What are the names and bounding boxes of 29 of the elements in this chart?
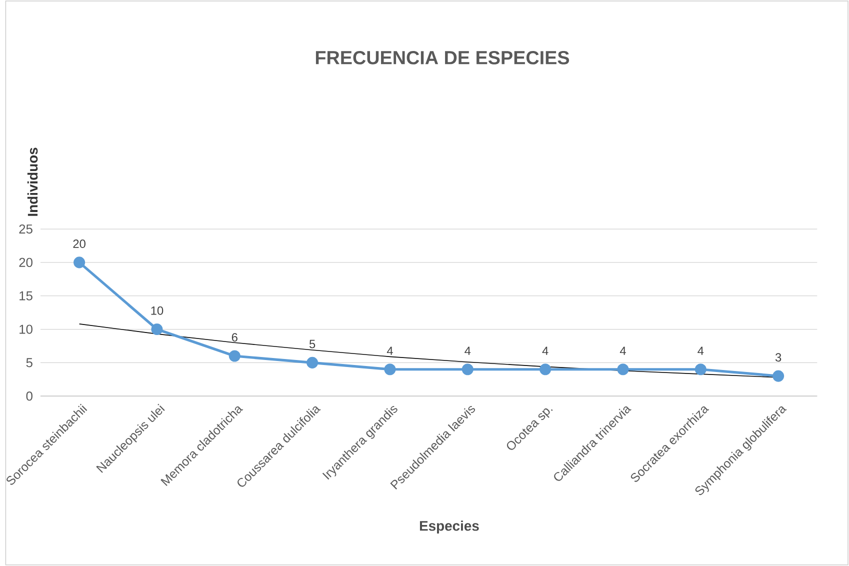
data-label: 5 (309, 340, 316, 348)
point (617, 364, 629, 376)
data-label: 4 (542, 346, 548, 355)
y-tick-label: 10 (20, 324, 32, 334)
data-label: 4 (386, 346, 393, 355)
y-axis-title: Individuos (27, 148, 38, 216)
y-tick-label: 15 (20, 291, 32, 300)
point (772, 370, 784, 382)
point (306, 356, 318, 369)
point (228, 350, 240, 362)
y-tick-label: 20 (19, 258, 32, 268)
data-label: 4 (464, 346, 471, 355)
data-label: 3 (775, 353, 782, 362)
data-label: 20 (73, 240, 86, 248)
chart-title: FRECUENCIA DE ESPECIES (316, 51, 570, 64)
point (462, 364, 474, 376)
data-label: 4 (620, 346, 626, 355)
point (74, 256, 86, 268)
point (694, 364, 706, 376)
y-tick-label: 0 (26, 392, 32, 401)
y-tick-label: 5 (26, 358, 32, 368)
point (384, 364, 396, 376)
point (151, 324, 163, 336)
data-label: 10 (151, 306, 164, 315)
data-label: 4 (698, 346, 704, 355)
y-tick-label: 25 (19, 224, 32, 234)
x-axis-title: Especies (420, 520, 479, 534)
point (540, 364, 552, 376)
data-label: 6 (232, 333, 238, 342)
